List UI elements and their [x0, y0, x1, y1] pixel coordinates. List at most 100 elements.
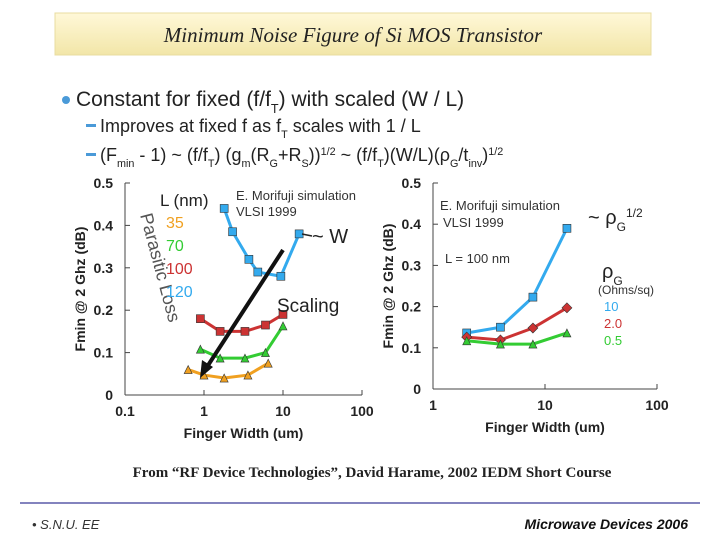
marker: [195, 344, 205, 354]
chart: 0 0.1 0.2 0.3 0.4 0.5 1 10 100 Finger Width (um) F…: [380, 175, 669, 435]
text-part: Improves at fixed f as f: [100, 116, 282, 136]
subscript: T: [208, 158, 215, 170]
marker: [278, 310, 288, 319]
y-tick-label: 0.4: [94, 217, 114, 233]
legend-title: L (nm): [160, 191, 209, 210]
subscript: m: [242, 158, 251, 170]
legend-subtitle: (Ohms/sq): [598, 283, 654, 297]
subscript: T: [377, 158, 384, 170]
footer-left: • S.N.U. EE: [32, 517, 100, 532]
text-part: ): [482, 145, 488, 165]
y-tick-label: 0.4: [402, 216, 422, 232]
subscript: min: [117, 158, 134, 170]
text-part: )(W/L)(ρ: [384, 145, 450, 165]
superscript: 1/2: [321, 146, 336, 158]
annotation: E. Morifuji simulation: [236, 188, 356, 203]
w-pointer: [301, 233, 313, 237]
marker: [253, 267, 263, 277]
marker: [528, 292, 538, 302]
text-part: ) with scaled (W / L): [279, 88, 465, 111]
marker: [196, 314, 205, 323]
annotation: ~ W: [312, 226, 348, 248]
text-part: Constant for fixed (f/f: [76, 88, 271, 111]
marker: [183, 364, 193, 374]
legend-entry: 70: [166, 238, 184, 255]
y-tick-label: 0.3: [94, 260, 114, 276]
text-part: ρ: [602, 261, 613, 283]
legend-entry: 0.5: [604, 333, 622, 348]
subscript: inv: [468, 158, 482, 170]
marker: [261, 320, 270, 330]
y-tick-label: 0.2: [402, 299, 422, 315]
marker: [294, 229, 304, 239]
subscript: G: [450, 158, 458, 170]
y-axis-label: Fmin @ 2 Ghz (dB): [72, 227, 88, 352]
marker: [215, 327, 225, 336]
bullet-dash: [86, 124, 96, 127]
legend-entry: 120: [166, 284, 193, 301]
legend-entry: 10: [604, 299, 618, 314]
y-tick-label: 0: [105, 387, 113, 403]
text-part: /t: [458, 145, 468, 165]
series-line: [187, 361, 269, 380]
bullet-text: (Fmin - 1) ~ (f/fT) (gm(RG+RS))1/2 ~ (f/…: [100, 145, 503, 170]
marker: [561, 302, 573, 314]
subscript: T: [281, 129, 288, 141]
marker: [219, 204, 229, 213]
marker: [240, 327, 250, 336]
x-tick-label: 100: [645, 397, 669, 413]
text-part: (R: [251, 145, 270, 165]
marker: [462, 336, 472, 346]
marker: [215, 353, 225, 363]
marker: [240, 353, 250, 363]
text-part: scales with 1 / L: [288, 116, 421, 136]
arrow-head: [200, 360, 213, 378]
y-tick-label: 0.1: [402, 340, 422, 356]
bullets: Constant for fixed (f/fT) with scaled (W…: [76, 88, 503, 170]
text-part: ~ (f/f: [336, 145, 379, 165]
annotation: Scaling: [277, 296, 339, 317]
y-tick-label: 0.5: [402, 175, 422, 191]
bullet-dot: [62, 96, 70, 104]
y-tick-label: 0.2: [94, 302, 114, 318]
y-tick-label: 0.5: [94, 175, 114, 191]
annotation: L = 100 nm: [445, 251, 510, 266]
annotation: ~ ρG1/2: [588, 206, 643, 234]
x-tick-label: 0.1: [115, 403, 135, 419]
marker: [495, 339, 505, 349]
legend-entry: 100: [166, 261, 193, 278]
scaling-arrow: [203, 248, 285, 372]
subscript: G: [270, 158, 278, 170]
subscript: S: [301, 158, 308, 170]
y-tick-label: 0: [413, 381, 421, 397]
marker: [276, 271, 286, 281]
text-part: (F: [100, 145, 117, 165]
annotation: VLSI 1999: [443, 215, 504, 230]
x-axis-label: Finger Width (um): [485, 419, 605, 435]
legend-title: ρG: [602, 261, 623, 288]
source: From “RF Device Technologies”, David Har…: [133, 465, 612, 481]
x-axis-label: Finger Width (um): [184, 425, 304, 441]
marker: [228, 227, 237, 237]
annotation: VLSI 1999: [236, 204, 297, 219]
title-box: [54, 12, 652, 56]
text-part: - 1) ~ (f/f: [134, 145, 209, 165]
marker: [260, 347, 270, 357]
marker: [562, 328, 572, 338]
superscript: 1/2: [626, 206, 643, 220]
footer-right: Microwave Devices 2006: [525, 516, 689, 532]
subscript: T: [271, 102, 279, 116]
text-part: )): [309, 145, 321, 165]
series-line: [466, 227, 569, 335]
superscript: 1/2: [488, 146, 503, 158]
y-axis-label: Fmin @ 2 Ghz (dB): [380, 224, 396, 349]
x-tick-label: 10: [537, 397, 553, 413]
marker: [527, 322, 539, 334]
series-line: [466, 331, 568, 346]
marker: [243, 370, 253, 380]
marker: [278, 321, 288, 331]
legend-entry: 2.0: [604, 316, 622, 331]
